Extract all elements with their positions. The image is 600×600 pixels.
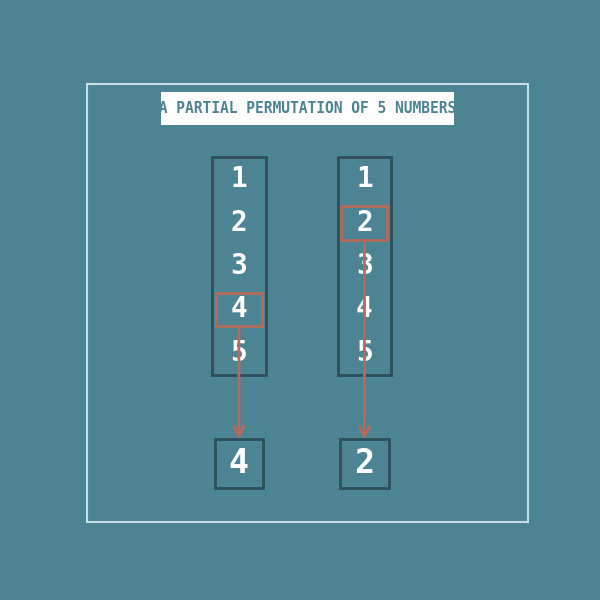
Text: 2: 2 bbox=[355, 447, 374, 480]
Text: 2: 2 bbox=[230, 209, 247, 236]
Text: 4: 4 bbox=[230, 295, 247, 323]
Bar bbox=[338, 157, 391, 374]
Bar bbox=[215, 439, 263, 488]
Text: (A PARTIAL PERMUTATION OF 5 NUMBERS): (A PARTIAL PERMUTATION OF 5 NUMBERS) bbox=[150, 101, 465, 116]
Bar bbox=[216, 293, 262, 326]
Bar bbox=[340, 439, 389, 488]
Text: 5: 5 bbox=[356, 339, 373, 367]
Text: 1: 1 bbox=[230, 165, 247, 193]
Text: 3: 3 bbox=[356, 252, 373, 280]
Text: 3: 3 bbox=[230, 252, 247, 280]
Text: 4: 4 bbox=[229, 447, 249, 480]
Text: 1: 1 bbox=[356, 165, 373, 193]
Text: 5: 5 bbox=[230, 339, 247, 367]
Bar bbox=[212, 157, 266, 374]
Text: 2: 2 bbox=[356, 209, 373, 236]
Bar bbox=[341, 206, 388, 239]
Text: 4: 4 bbox=[356, 295, 373, 323]
Bar bbox=[161, 92, 454, 125]
